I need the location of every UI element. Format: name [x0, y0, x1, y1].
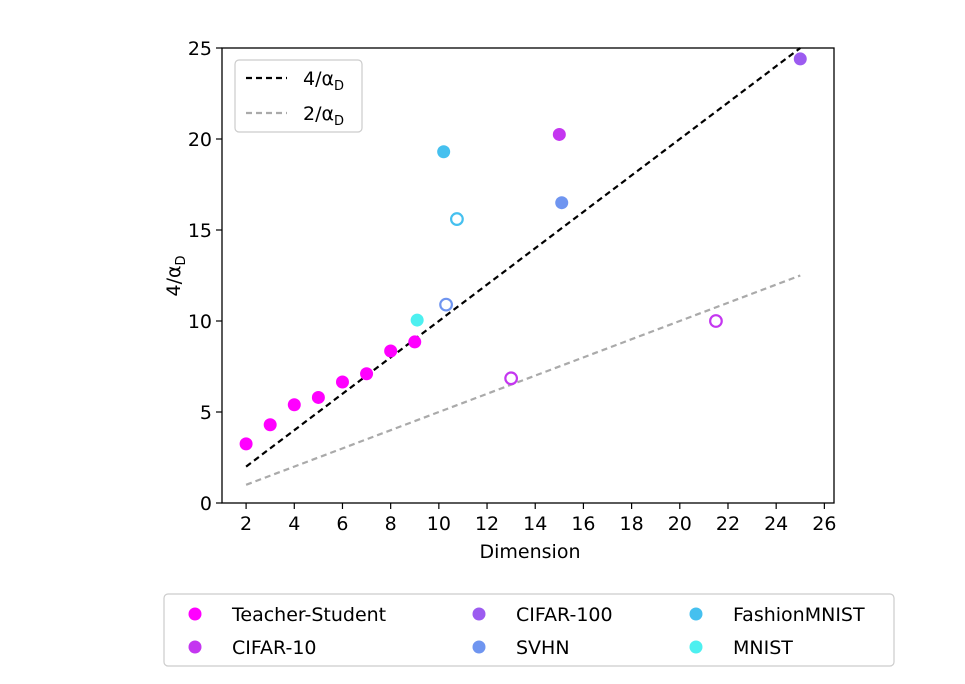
- legend-label-svhn: SVHN: [516, 637, 570, 659]
- x-tick-label-6: 6: [336, 513, 348, 535]
- legend-label-teacher-student: Teacher-Student: [231, 604, 386, 626]
- y-axis-label: 4/αD: [163, 255, 189, 296]
- point-cifar-100-0: [793, 52, 807, 66]
- axes-frame: [221, 47, 835, 504]
- point-svhn-0: [555, 196, 569, 210]
- point-teacher-student-0: [239, 437, 253, 451]
- y-tick-label-5: 5: [200, 402, 212, 424]
- x-tick-label-14: 14: [523, 513, 547, 535]
- x-tick-label-26: 26: [812, 513, 836, 535]
- point-teacher-student-4: [335, 375, 349, 389]
- point-teacher-student-3: [311, 390, 325, 404]
- y-tick-label-10: 10: [188, 311, 212, 333]
- legend-label-cifar-10: CIFAR-10: [232, 637, 317, 659]
- legend-marker-cifar-100: [472, 607, 486, 621]
- point-fashionmnist-1: [450, 212, 464, 226]
- point-teacher-student-6: [384, 344, 398, 358]
- point-mnist-0: [410, 313, 424, 327]
- reference-line-1: [245, 274, 801, 486]
- y-axis-label-main: 4/α: [163, 266, 185, 297]
- series-legend: Teacher-Student CIFAR-10 CIFAR-100 SVHN …: [163, 593, 895, 667]
- point-teacher-student-5: [360, 367, 374, 381]
- x-tick-label-10: 10: [427, 513, 451, 535]
- x-tick-label-22: 22: [716, 513, 740, 535]
- x-axis-label: Dimension: [480, 541, 581, 563]
- legend-marker-teacher-student: [188, 607, 202, 621]
- point-fashionmnist-0: [437, 145, 451, 159]
- y-tick-label-20: 20: [188, 129, 212, 151]
- point-svhn-1: [439, 297, 453, 312]
- point-teacher-student-2: [287, 398, 301, 412]
- x-tick-label-24: 24: [764, 513, 788, 535]
- y-tick-label-15: 15: [188, 220, 212, 242]
- point-cifar-10-2: [709, 314, 723, 328]
- legend-label-mnist: MNIST: [733, 637, 793, 659]
- legend-marker-cifar-10: [188, 640, 202, 654]
- point-cifar-10-1: [504, 371, 519, 386]
- x-tick-label-18: 18: [620, 513, 644, 535]
- legend-label-cifar-100: CIFAR-100: [516, 604, 613, 626]
- y-tick-label-0: 0: [200, 493, 212, 515]
- point-teacher-student-7: [408, 335, 422, 349]
- legend-label-fashionmnist: FashionMNIST: [733, 604, 865, 626]
- x-tick-label-4: 4: [288, 513, 300, 535]
- legend-label-4-alpha: 4/αD: [303, 68, 344, 94]
- x-tick-label-20: 20: [668, 513, 692, 535]
- point-cifar-10-0: [552, 127, 566, 141]
- point-teacher-student-1: [263, 418, 277, 432]
- series-legend-box: [163, 593, 895, 667]
- legend-label-2-alpha: 2/αD: [303, 103, 344, 129]
- x-tick-label-12: 12: [475, 513, 499, 535]
- y-axis-label-sub: D: [174, 255, 189, 265]
- x-tick-label-16: 16: [571, 513, 595, 535]
- x-tick-label-8: 8: [385, 513, 397, 535]
- legend-marker-fashionmnist: [689, 607, 703, 621]
- y-tick-label-25: 25: [188, 38, 212, 60]
- line-legend: 4/αD 2/αD: [234, 59, 363, 133]
- reference-line-0: [245, 47, 801, 468]
- x-tick-label-2: 2: [240, 513, 252, 535]
- legend-marker-svhn: [472, 640, 486, 654]
- legend-marker-mnist: [689, 640, 703, 654]
